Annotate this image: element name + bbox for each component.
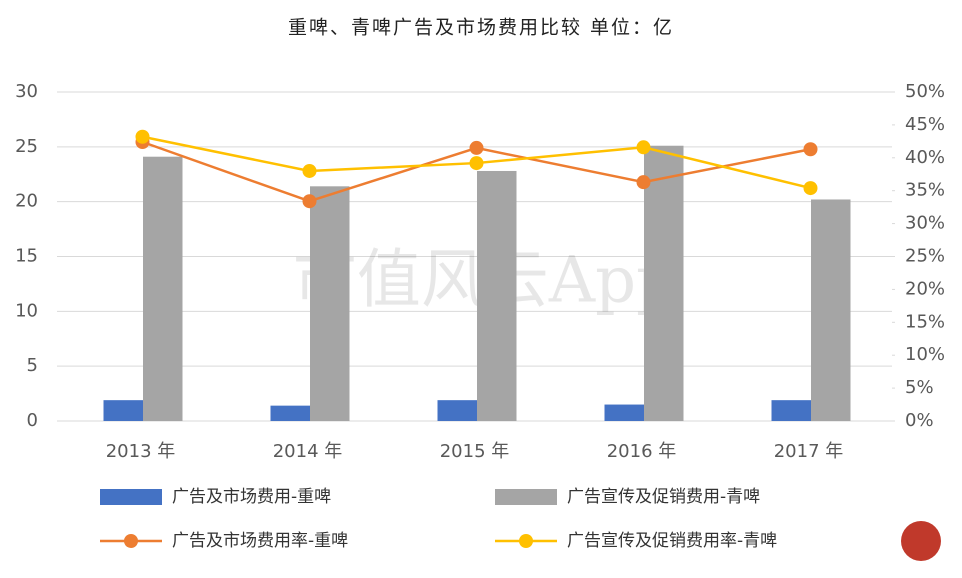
y-tick-label: 5 [27, 355, 38, 376]
legend-swatch [124, 534, 138, 548]
y-tick-label: 15 [15, 246, 38, 267]
bar [143, 156, 183, 421]
y-tick-label: 0 [27, 410, 38, 431]
x-tick-label: 2013 年 [106, 441, 176, 462]
legend-swatch [495, 489, 557, 505]
y2-tick-label: 20% [905, 278, 945, 299]
x-tick-label: 2015 年 [440, 441, 510, 462]
legend-label: 广告宣传及促销费用-青啤 [567, 487, 760, 507]
y2-tick-label: 40% [905, 147, 945, 168]
y2-tick-label: 30% [905, 213, 945, 234]
y2-tick-label: 10% [905, 344, 945, 365]
y2-tick-label: 25% [905, 246, 945, 267]
x-tick-label: 2014 年 [273, 441, 343, 462]
y2-tick-label: 0% [905, 410, 934, 431]
logo [901, 521, 941, 561]
point [636, 140, 651, 155]
bar [310, 186, 350, 421]
chart-title: 重啤、青啤广告及市场费用比较 单位：亿 [288, 17, 674, 39]
point [469, 140, 484, 155]
x-tick-label: 2017 年 [774, 441, 844, 462]
bar [477, 170, 517, 421]
point [302, 194, 317, 209]
bar [103, 400, 143, 421]
point [636, 175, 651, 190]
legend-swatch [100, 489, 162, 505]
bar [811, 199, 851, 421]
point [803, 181, 818, 196]
bar [437, 400, 477, 421]
y-tick-label: 20 [15, 191, 38, 212]
point [302, 163, 317, 178]
y2-tick-label: 35% [905, 180, 945, 201]
point [469, 156, 484, 171]
y2-tick-label: 45% [905, 114, 945, 135]
legend-label: 广告宣传及促销费用率-青啤 [567, 531, 777, 551]
y-tick-label: 30 [15, 81, 38, 102]
y2-tick-label: 50% [905, 81, 945, 102]
bar [270, 405, 310, 421]
point [803, 142, 818, 157]
point [135, 129, 150, 144]
y2-tick-label: 15% [905, 311, 945, 332]
bar [644, 145, 684, 421]
legend-swatch [519, 534, 533, 548]
y-tick-label: 10 [15, 300, 38, 321]
y-tick-label: 25 [15, 136, 38, 157]
legend-label: 广告及市场费用-重啤 [172, 487, 331, 507]
legend-label: 广告及市场费用率-重啤 [172, 531, 348, 551]
bar [771, 400, 811, 421]
bar [604, 404, 644, 421]
y2-tick-label: 5% [905, 377, 934, 398]
x-tick-label: 2016 年 [607, 441, 677, 462]
